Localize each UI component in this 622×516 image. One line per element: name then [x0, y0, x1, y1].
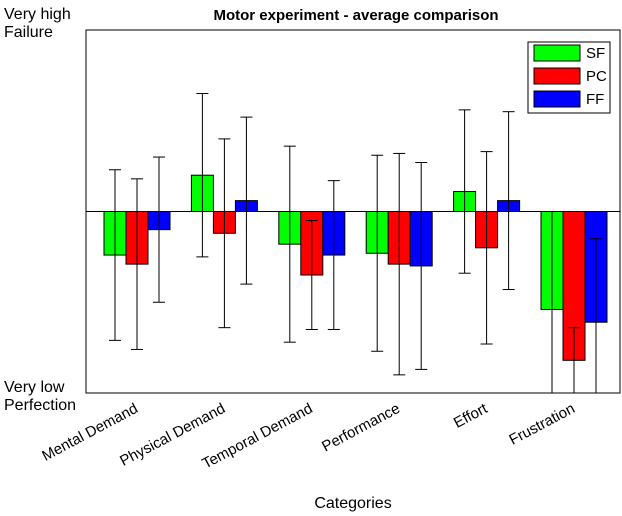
error-bar: [109, 169, 121, 341]
legend-swatch: [533, 67, 581, 85]
plot-area: [103, 93, 608, 393]
error-bar: [131, 178, 143, 350]
legend-label: FF: [586, 91, 604, 108]
legend: SF PC FF: [527, 41, 611, 114]
legend-label: PC: [586, 68, 607, 85]
error-bar: [568, 327, 580, 393]
legend-swatch: [533, 44, 581, 62]
y-tick-label: Very high Failure: [4, 6, 71, 41]
error-bar: [480, 151, 493, 345]
error-bar: [590, 238, 602, 393]
error-bar: [196, 93, 209, 258]
error-bar: [327, 180, 340, 330]
legend-swatch: [533, 90, 581, 108]
error-bar: [458, 109, 471, 274]
x-axis-label: Categories: [314, 495, 391, 512]
error-bar: [218, 138, 231, 329]
error-bar: [153, 156, 165, 303]
y-tick-label: Very low Perfection: [4, 379, 77, 414]
error-bar: [502, 111, 515, 291]
error-bar: [240, 116, 253, 285]
error-bar: [415, 161, 428, 370]
chart-title: Motor experiment - average comparison: [213, 7, 498, 24]
error-bar: [393, 152, 406, 376]
error-bar: [371, 154, 384, 352]
legend-label: SF: [586, 45, 605, 62]
error-bar: [305, 220, 318, 330]
error-bar: [283, 145, 296, 343]
